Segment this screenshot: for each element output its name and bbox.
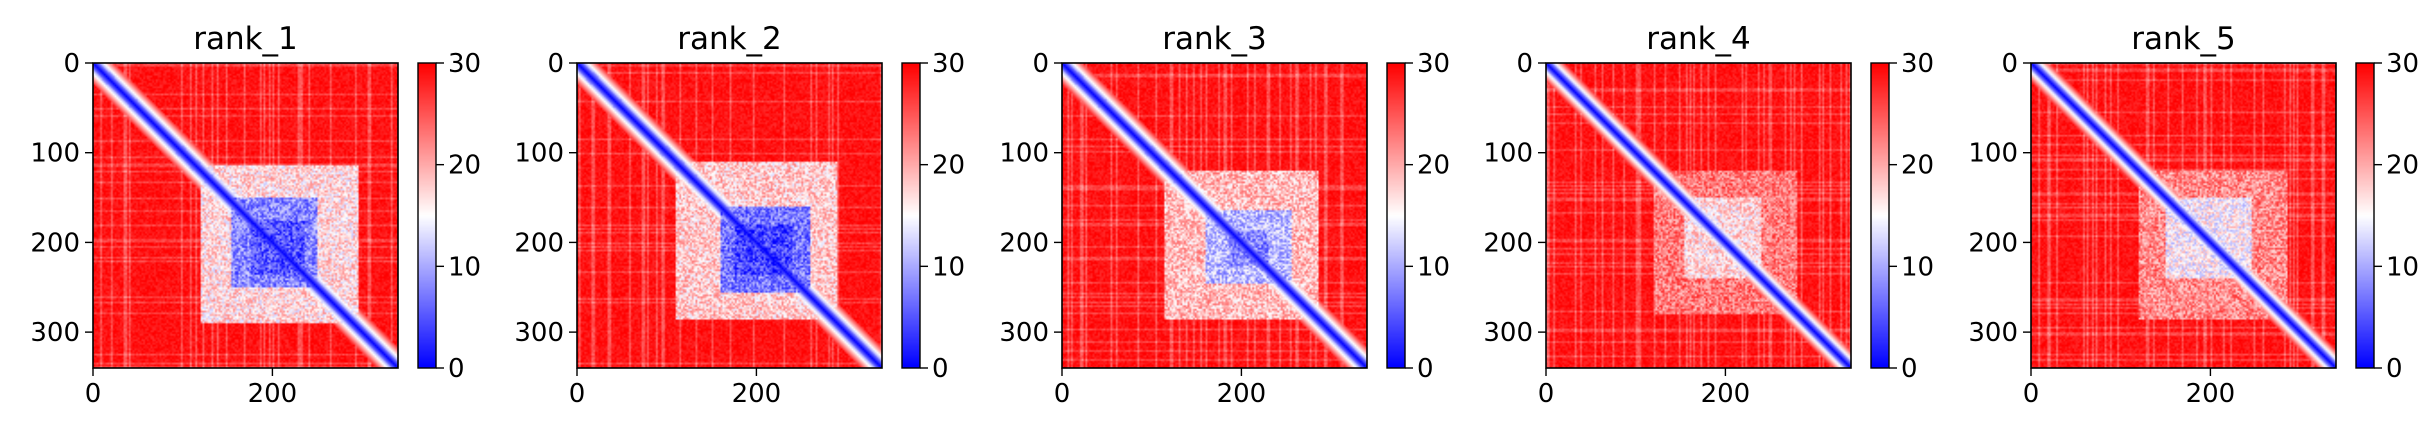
y-tick-label: 0 <box>1032 49 1049 79</box>
plot-frame <box>1061 62 1368 369</box>
y-tick-label: 200 <box>514 228 564 258</box>
y-tick-label: 300 <box>999 318 1049 348</box>
panel-title: rank_2 <box>677 21 782 57</box>
x-tick-label: 200 <box>2186 379 2236 409</box>
colorbar-frame <box>901 62 921 369</box>
y-tick-label: 300 <box>30 318 80 348</box>
colorbar-frame <box>417 62 437 369</box>
colorbar-tick-label: 10 <box>2386 252 2419 282</box>
colorbar-gradient <box>902 63 920 368</box>
x-tick-label: 200 <box>1701 379 1751 409</box>
colorbar-tick-label: 30 <box>1901 49 1934 79</box>
y-tick-label: 300 <box>1968 318 2018 348</box>
heatmap-image <box>1546 63 1851 368</box>
colorbar-tick-label: 20 <box>448 151 481 181</box>
y-tick-label: 0 <box>1516 49 1533 79</box>
y-tick-label: 100 <box>30 139 80 169</box>
colorbar-tick-label: 30 <box>1417 49 1450 79</box>
y-tick-label: 100 <box>514 139 564 169</box>
y-tick-label: 200 <box>30 228 80 258</box>
colorbar-tick-label: 0 <box>932 354 949 384</box>
y-tick-label: 100 <box>1483 139 1533 169</box>
heatmap-image <box>577 63 882 368</box>
y-tick-label: 200 <box>1968 228 2018 258</box>
colorbar-tick-label: 30 <box>448 49 481 79</box>
heatmap-panel: rank_2 0 100 200 300 0 200 0 10 20 30 <box>514 21 965 409</box>
x-tick-label: 200 <box>732 379 782 409</box>
colorbar-tick-label: 30 <box>2386 49 2419 79</box>
colorbar-tick-label: 20 <box>1901 151 1934 181</box>
x-tick-label: 0 <box>1538 379 1555 409</box>
heatmap-image <box>1062 63 1367 368</box>
x-tick-label: 0 <box>569 379 586 409</box>
colorbar-frame <box>1870 62 1890 369</box>
plot-frame <box>2030 62 2337 369</box>
colorbar-tick-label: 10 <box>448 252 481 282</box>
y-tick-label: 300 <box>514 318 564 348</box>
colorbar-tick-label: 20 <box>1417 151 1450 181</box>
colorbar-gradient <box>418 63 436 368</box>
colorbar-tick-label: 20 <box>2386 151 2419 181</box>
colorbar-tick-label: 30 <box>932 49 965 79</box>
heatmap-image <box>2031 63 2336 368</box>
plot-frame <box>576 62 883 369</box>
panel-title: rank_1 <box>193 21 298 57</box>
x-tick-label: 0 <box>1054 379 1071 409</box>
plot-frame <box>1545 62 1852 369</box>
colorbar-tick-label: 10 <box>1417 252 1450 282</box>
colorbar-tick-label: 0 <box>1417 354 1434 384</box>
heatmap-panel: rank_3 0 100 200 300 0 200 0 10 20 30 <box>999 21 1450 409</box>
colorbar-frame <box>2355 62 2375 369</box>
y-tick-label: 100 <box>999 139 1049 169</box>
panel-title: rank_4 <box>1646 21 1751 57</box>
y-tick-label: 100 <box>1968 139 2018 169</box>
colorbar-tick-label: 10 <box>932 252 965 282</box>
y-tick-label: 0 <box>63 49 80 79</box>
colorbar-tick-label: 20 <box>932 151 965 181</box>
y-tick-label: 0 <box>547 49 564 79</box>
heatmap-panel: rank_1 0 100 200 300 0 200 0 10 20 30 <box>30 21 481 409</box>
colorbar-tick-label: 0 <box>448 354 465 384</box>
x-tick-label: 0 <box>2023 379 2040 409</box>
x-tick-label: 200 <box>248 379 298 409</box>
heatmap-panel: rank_4 0 100 200 300 0 200 0 10 20 30 <box>1483 21 1934 409</box>
x-tick-label: 200 <box>1217 379 1267 409</box>
y-tick-label: 300 <box>1483 318 1533 348</box>
y-tick-label: 0 <box>2001 49 2018 79</box>
heatmap-panel: rank_5 0 100 200 300 0 200 0 10 20 30 <box>1968 21 2419 409</box>
colorbar-tick-label: 10 <box>1901 252 1934 282</box>
heatmap-image <box>93 63 398 368</box>
panel-title: rank_5 <box>2131 21 2236 57</box>
colorbar-frame <box>1386 62 1406 369</box>
colorbar-tick-label: 0 <box>1901 354 1918 384</box>
plot-frame <box>92 62 399 369</box>
y-tick-label: 200 <box>1483 228 1533 258</box>
panel-title: rank_3 <box>1162 21 1267 57</box>
colorbar-gradient <box>1387 63 1405 368</box>
colorbar-tick-label: 0 <box>2386 354 2403 384</box>
x-tick-label: 0 <box>85 379 102 409</box>
colorbar-gradient <box>2356 63 2374 368</box>
y-tick-label: 200 <box>999 228 1049 258</box>
colorbar-gradient <box>1871 63 1889 368</box>
